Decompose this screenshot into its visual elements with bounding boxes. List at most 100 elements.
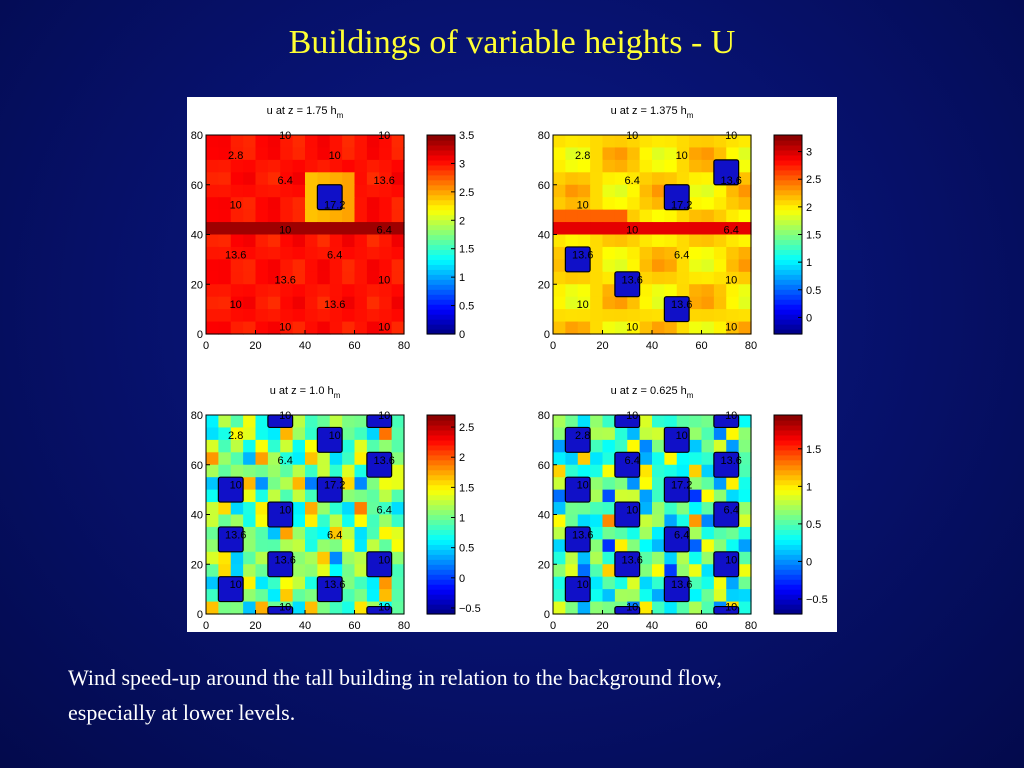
field-cell [391, 464, 405, 478]
field-cell [329, 234, 343, 248]
field-cell [639, 159, 653, 173]
field-cell [366, 159, 380, 173]
colorbar-swatch [427, 154, 455, 161]
colorbar-swatch [774, 544, 802, 550]
colorbar-swatch [774, 294, 802, 300]
height-label: 13.6 [225, 249, 246, 261]
height-label: 10 [725, 554, 737, 566]
field-cell [206, 296, 219, 310]
colorbar-swatch [774, 439, 802, 446]
field-cell [230, 514, 244, 528]
field-cell [305, 197, 318, 211]
field-cell [565, 172, 579, 186]
height-label: 10 [230, 579, 242, 591]
field-cell [230, 222, 244, 236]
field-cell [726, 234, 740, 248]
colorbar-swatch [774, 234, 802, 241]
colorbar-swatch [427, 444, 455, 451]
field-cell [354, 514, 368, 528]
field-cell [689, 271, 703, 285]
height-label: 10 [279, 410, 291, 422]
field-cell [354, 502, 368, 516]
field-cell [255, 502, 269, 516]
colorbar-swatch [427, 474, 455, 481]
colorbar-swatch [774, 494, 802, 501]
field-cell [379, 209, 393, 223]
field-cell [317, 452, 331, 466]
field-cell [590, 184, 604, 198]
colorbar-tick-label: 3 [806, 147, 812, 159]
colorbar-swatch [774, 584, 802, 590]
colorbar-swatch [427, 419, 455, 426]
colorbar-swatch [427, 239, 455, 246]
field-cell [701, 427, 715, 441]
field-cell [590, 296, 604, 310]
field-cell [280, 576, 294, 590]
field-cell [292, 452, 306, 466]
field-cell [713, 321, 727, 335]
field-cell [280, 284, 294, 298]
colorbar-tick-label: 2 [459, 215, 465, 227]
building-block [564, 576, 591, 603]
field-cell [639, 284, 653, 298]
field-cell [292, 184, 306, 198]
field-cell [689, 502, 703, 516]
field-cell [738, 259, 752, 273]
field-cell [366, 514, 380, 528]
field-cell [676, 172, 690, 186]
field-cell [553, 539, 566, 553]
field-cell [391, 172, 405, 186]
field-cell [627, 259, 641, 273]
field-cell [342, 502, 356, 516]
colorbar-swatch [427, 294, 455, 300]
y-tick-label: 0 [544, 329, 550, 341]
slide-caption: Wind speed-up around the tall building i… [68, 660, 968, 730]
field-cell [267, 197, 281, 211]
field-cell [366, 309, 380, 323]
colorbar-swatch [774, 424, 802, 431]
x-tick-label: 80 [745, 340, 757, 352]
field-cell [317, 526, 331, 540]
field-cell [329, 514, 343, 528]
field-cell [267, 477, 281, 491]
colorbar-swatch [774, 154, 802, 161]
colorbar-swatch [427, 324, 455, 330]
field-cell [627, 539, 641, 553]
field-cell [713, 197, 727, 211]
field-cell [329, 296, 343, 310]
colorbar-swatch [774, 449, 802, 456]
field-cell [280, 197, 294, 211]
field-cell [230, 197, 244, 211]
field-cell [267, 234, 281, 248]
field-cell [577, 147, 591, 161]
field-cell [354, 439, 368, 453]
colorbar-swatch [427, 579, 455, 585]
field-cell [292, 601, 306, 615]
field-cell [230, 172, 244, 186]
field-cell [701, 464, 715, 478]
field-cell [652, 551, 665, 565]
height-label: 10 [626, 410, 638, 422]
field-cell [206, 514, 219, 528]
field-cell [366, 246, 380, 260]
field-cell [627, 439, 641, 453]
field-cell [292, 222, 306, 236]
field-cell [577, 234, 591, 248]
colorbar-swatch [774, 579, 802, 585]
y-tick-label: 80 [191, 410, 203, 422]
field-cell [218, 172, 232, 186]
field-cell [379, 296, 393, 310]
colorbar-frame [773, 414, 803, 615]
field-cell [366, 576, 380, 590]
field-cell [627, 184, 641, 198]
colorbar-swatch [774, 524, 802, 531]
field-cell [243, 427, 257, 441]
height-label: 10 [626, 130, 638, 142]
field-cell [676, 601, 690, 615]
field-cell [602, 477, 616, 491]
field-cell [243, 234, 257, 248]
colorbar-tick-label: 0 [459, 573, 465, 585]
height-label: 10 [676, 430, 688, 442]
field-cell [329, 309, 343, 323]
colorbar-swatch [427, 209, 455, 216]
